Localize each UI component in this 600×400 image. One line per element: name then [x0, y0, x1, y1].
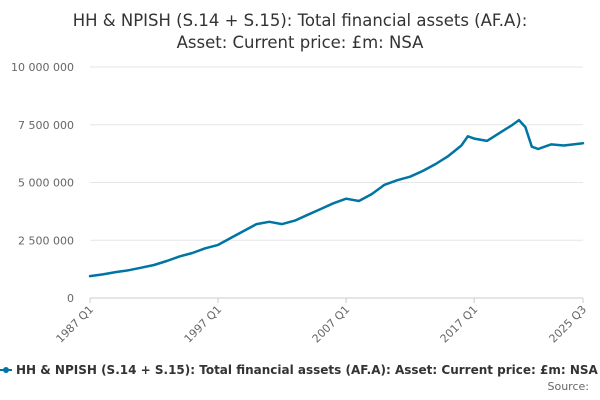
grid-lines — [90, 66, 583, 241]
x-tick-label: 2025 Q3 — [547, 303, 590, 346]
x-tick-label: 2007 Q1 — [310, 303, 353, 346]
y-tick-label: 10 000 000 — [11, 61, 74, 74]
chart-title-line-2: Asset: Current price: £m: NSA — [177, 33, 424, 52]
y-tick-label: 2 500 000 — [18, 234, 74, 247]
legend-series-label[interactable]: HH & NPISH (S.14 + S.15): Total financia… — [16, 363, 599, 377]
x-tick-label: 2017 Q1 — [438, 303, 481, 346]
legend-marker[interactable] — [3, 367, 9, 373]
axes: 0 2 500 000 5 000 000 7 500 000 10 000 000 19… — [11, 61, 589, 345]
series-layer — [88, 118, 585, 278]
chart-title-line-1: HH & NPISH (S.14 + S.15): Total financia… — [73, 11, 528, 30]
y-tick-label: 7 500 000 — [18, 119, 74, 132]
y-tick-label: 0 — [67, 292, 74, 305]
y-tick-label: 5 000 000 — [18, 177, 74, 190]
x-tick-label: 1997 Q1 — [182, 303, 225, 346]
series-line[interactable] — [88, 118, 585, 278]
x-tick-label: 1987 Q1 — [54, 303, 97, 346]
source-label: Source: — [548, 380, 590, 393]
